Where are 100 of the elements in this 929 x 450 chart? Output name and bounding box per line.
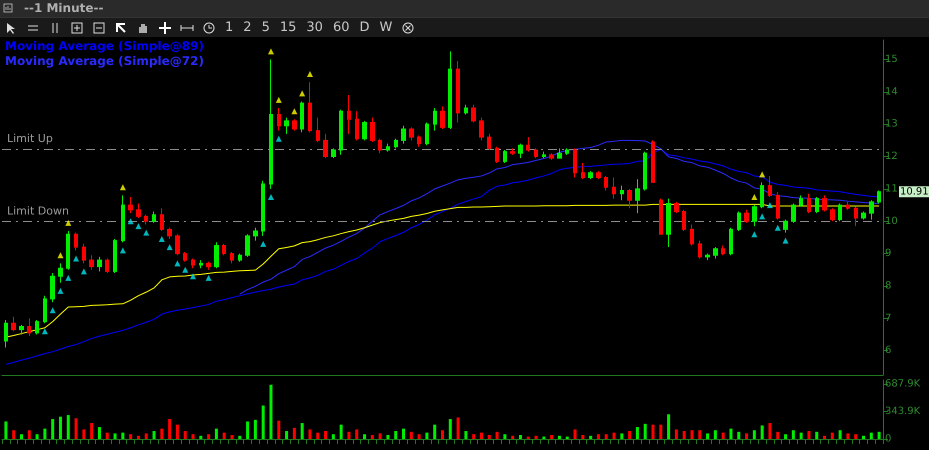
candlestick [705, 253, 710, 261]
point [751, 231, 758, 238]
candlestick [581, 162, 585, 180]
bar [74, 418, 78, 439]
bar [324, 431, 328, 439]
candlestick [43, 295, 47, 324]
candlestick [50, 272, 55, 303]
candlestick [526, 136, 530, 152]
bar [184, 431, 187, 439]
bar [222, 432, 226, 439]
bar [285, 431, 288, 439]
point [73, 255, 80, 262]
candlestick [394, 138, 398, 149]
y-tick-label: 7 [885, 312, 892, 324]
candlestick [362, 120, 367, 141]
bar [292, 428, 296, 439]
bar [534, 436, 538, 439]
candlestick [425, 122, 429, 146]
y-tick-label: 11 [885, 183, 898, 194]
bar [355, 429, 358, 439]
candlestick [659, 198, 663, 235]
candlestick [503, 150, 507, 164]
bar [90, 423, 94, 439]
bar [448, 419, 452, 439]
candlestick [651, 140, 655, 183]
bar [82, 429, 86, 439]
point [774, 224, 781, 231]
bar [480, 432, 483, 439]
text: 5 [262, 20, 270, 35]
candlestick [74, 232, 78, 251]
bar [332, 434, 335, 439]
candlestick [791, 202, 796, 224]
bar [12, 430, 16, 439]
candlestick [89, 254, 94, 270]
bar [300, 423, 304, 439]
point [57, 252, 64, 258]
candlestick [456, 60, 460, 124]
candlestick [612, 177, 616, 200]
text: 2 [243, 20, 252, 35]
candlestick [565, 148, 569, 156]
bar [456, 417, 460, 439]
bar [160, 428, 164, 439]
bar [168, 419, 172, 439]
ref-line-label: Limit Up [7, 132, 53, 146]
candlestick [877, 190, 881, 204]
bar [714, 430, 717, 439]
bar [28, 430, 31, 439]
candlestick [144, 214, 148, 225]
bar [378, 433, 382, 439]
candlestick [783, 219, 788, 234]
point [65, 274, 72, 281]
bar [410, 432, 413, 439]
bar [823, 436, 826, 439]
candlestick [417, 134, 421, 148]
candlestick [35, 319, 39, 336]
bar [199, 436, 202, 439]
candlestick [479, 117, 484, 141]
candlestick [815, 196, 819, 214]
bar [121, 432, 124, 439]
bar [830, 432, 834, 439]
y-tick-label: 9 [885, 248, 892, 260]
bar [277, 420, 280, 439]
bar [698, 430, 702, 439]
ref-line-label: Limit Down [7, 204, 69, 218]
bar [152, 431, 156, 439]
y-tick-label: 15 [885, 54, 898, 65]
candlestick [549, 152, 554, 160]
candlestick [401, 125, 406, 144]
bar [136, 436, 140, 439]
bar [737, 432, 740, 439]
candlestick [331, 148, 336, 159]
bar [363, 434, 366, 439]
point [128, 218, 134, 224]
bar [800, 432, 803, 439]
y-tick-label: 12 [885, 151, 898, 162]
candlestick [698, 240, 702, 259]
candlestick [245, 234, 250, 258]
candlestick [510, 148, 515, 156]
bar [596, 434, 600, 439]
candlestick [66, 230, 70, 270]
candlestick [464, 104, 468, 115]
point [166, 244, 173, 250]
candlestick [238, 253, 242, 262]
candlestick [316, 117, 320, 142]
bar [612, 432, 616, 439]
point [206, 274, 212, 281]
bar [667, 414, 670, 439]
y-tick-label: 0 [885, 434, 892, 444]
bar [269, 384, 272, 439]
candlestick [269, 58, 273, 190]
candlestick [838, 202, 842, 222]
bar [192, 434, 195, 439]
bar [652, 424, 655, 439]
candlestick [121, 194, 125, 243]
candlestick [277, 107, 281, 132]
candlestick [643, 151, 647, 192]
bar [511, 436, 514, 439]
candlestick [409, 126, 414, 141]
bar [394, 431, 398, 439]
point [42, 328, 48, 334]
